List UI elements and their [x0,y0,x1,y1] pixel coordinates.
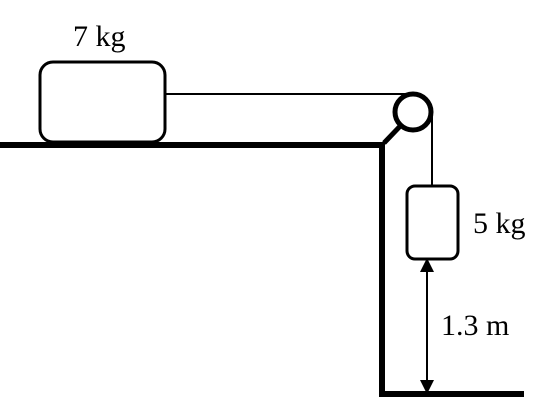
block-7kg-label: 7 kg [73,20,126,53]
block-7kg [38,60,167,144]
pulley-wheel [392,91,434,133]
block-5kg-label: 5 kg [473,207,526,240]
block-5kg [405,184,460,261]
height-label: 1.3 m [441,309,509,342]
